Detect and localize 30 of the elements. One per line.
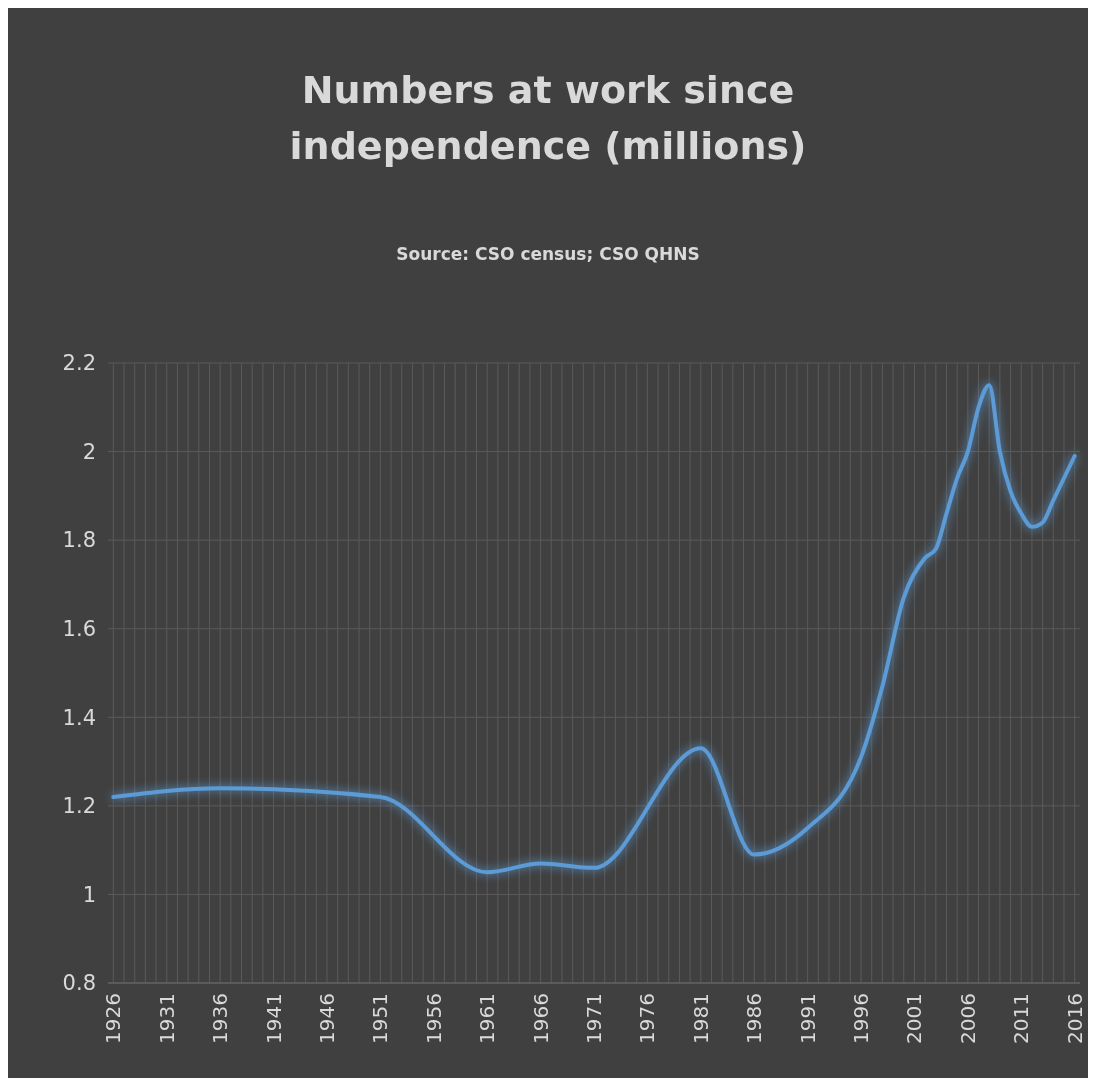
x-tick-label: 2001 (902, 993, 927, 1044)
x-tick-label: 1996 (849, 993, 874, 1044)
x-tick-label: 1991 (795, 993, 820, 1044)
x-tick-label: 1966 (528, 993, 553, 1044)
line-series (111, 383, 1077, 875)
x-tick-label: 1961 (475, 993, 500, 1044)
x-tick-label: 1971 (582, 993, 606, 1044)
x-tick-label: 1941 (261, 993, 286, 1044)
y-tick-label: 1.8 (62, 528, 96, 553)
x-tick-label: 1936 (208, 993, 233, 1044)
x-tick-label: 1986 (742, 993, 767, 1044)
chart-title: Numbers at work since independence (millions) (289, 68, 807, 168)
x-tick-label: 1956 (421, 993, 446, 1044)
y-tick-label: 1.2 (62, 794, 96, 819)
y-tick-label: 0.8 (62, 971, 96, 996)
x-tick-label: 1976 (635, 993, 660, 1044)
x-tick-label: 2006 (955, 993, 980, 1044)
y-tick-label: 1.6 (62, 617, 96, 642)
x-tick-label: 1931 (154, 993, 179, 1044)
source-note: Source: CSO census; CSO QHNS (396, 244, 700, 264)
y-tick-label: 2 (82, 439, 96, 464)
x-tick-label: 2011 (1009, 993, 1034, 1044)
y-tick-label: 2.2 (62, 351, 96, 376)
y-tick-label: 1 (82, 882, 96, 907)
x-tick-label: 1926 (101, 993, 126, 1044)
x-tick-label: 1946 (314, 993, 339, 1044)
x-tick-label: 2016 (1062, 993, 1087, 1044)
x-tick-label: 1951 (368, 993, 393, 1044)
y-tick-label: 1.4 (62, 705, 96, 730)
x-tick-label: 1981 (688, 993, 713, 1044)
